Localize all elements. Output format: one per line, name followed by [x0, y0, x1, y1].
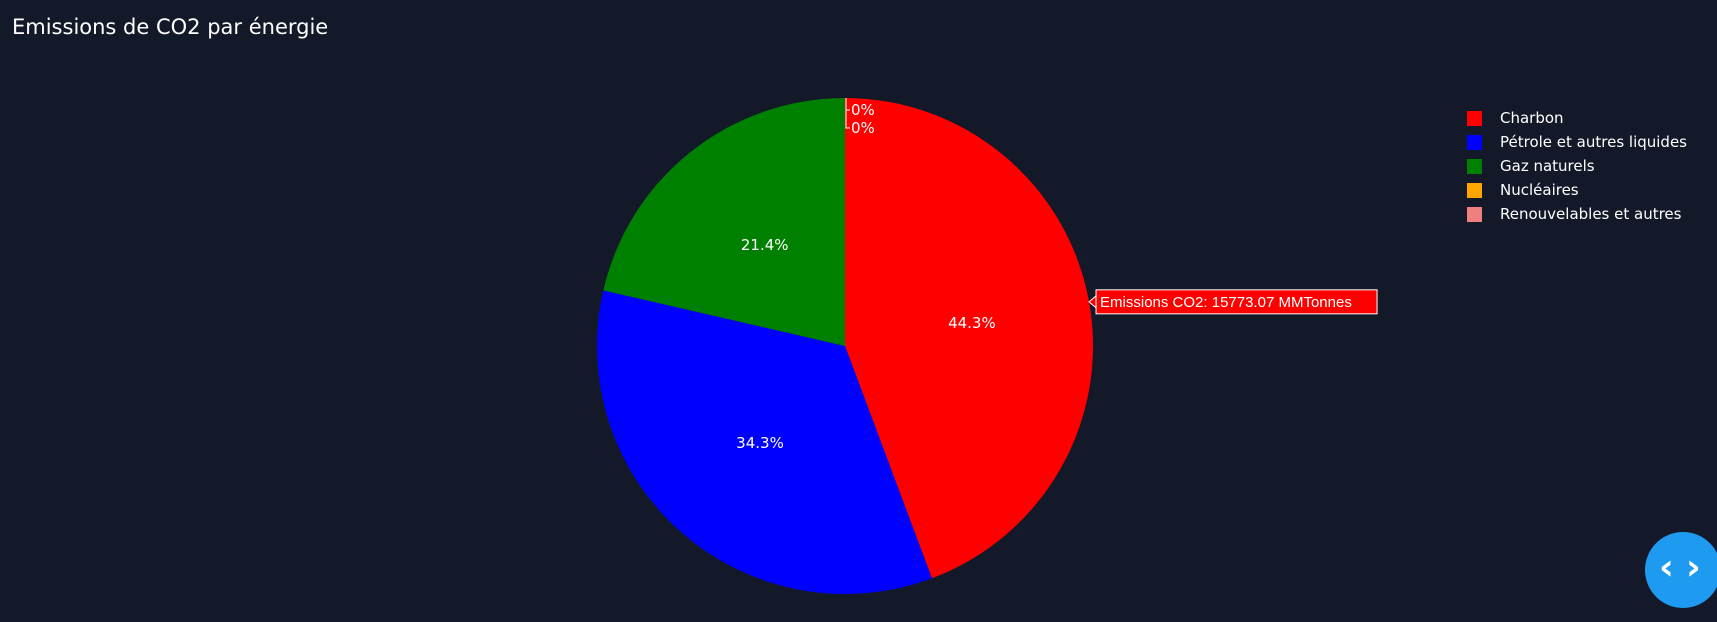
legend-swatch: [1467, 183, 1482, 198]
chart-title: Emissions de CO2 par énergie: [12, 15, 329, 39]
pie-slices: [597, 98, 1093, 594]
legend-label: Charbon: [1500, 109, 1564, 127]
slice-percent-label: 21.4%: [741, 236, 789, 254]
tooltip-pointer: [1088, 294, 1097, 309]
tooltip-text: Emissions CO2: 15773.07 MMTonnes: [1100, 294, 1352, 311]
slice-percent-label-outside: 0%: [851, 119, 875, 137]
pie-slice-petrole-et-autres-liquides[interactable]: [597, 290, 932, 594]
legend-swatch: [1467, 159, 1482, 174]
pie-slice-gaz-naturels[interactable]: [603, 98, 845, 346]
tooltip-box: [1095, 289, 1378, 315]
legend-swatch: [1467, 111, 1482, 126]
pie-labels: 44.3% 34.3% 21.4%: [736, 236, 996, 452]
legend-swatch: [1467, 135, 1482, 150]
legend-swatch: [1467, 207, 1482, 222]
slice-percent-label: 34.3%: [736, 434, 784, 452]
legend-label: Renouvelables et autres: [1500, 205, 1682, 223]
code-toggle-button[interactable]: ‹ ›: [1645, 532, 1717, 608]
hover-tooltip: Emissions CO2: 15773.07 MMTonnes: [1088, 289, 1378, 315]
slice-percent-label: 44.3%: [948, 314, 996, 332]
legend-label: Gaz naturels: [1500, 157, 1595, 175]
chevron-right-icon: ›: [1686, 547, 1701, 588]
legend-label: Nucléaires: [1500, 181, 1579, 199]
pie-outside-labels: 0%0%: [845, 98, 875, 137]
leader-line: [845, 98, 850, 129]
chevron-left-icon: ‹: [1659, 547, 1674, 588]
legend-label: Pétrole et autres liquides: [1500, 133, 1688, 151]
pie-slice-charbon[interactable]: [845, 98, 1093, 579]
slice-percent-label-outside: 0%: [851, 101, 875, 119]
